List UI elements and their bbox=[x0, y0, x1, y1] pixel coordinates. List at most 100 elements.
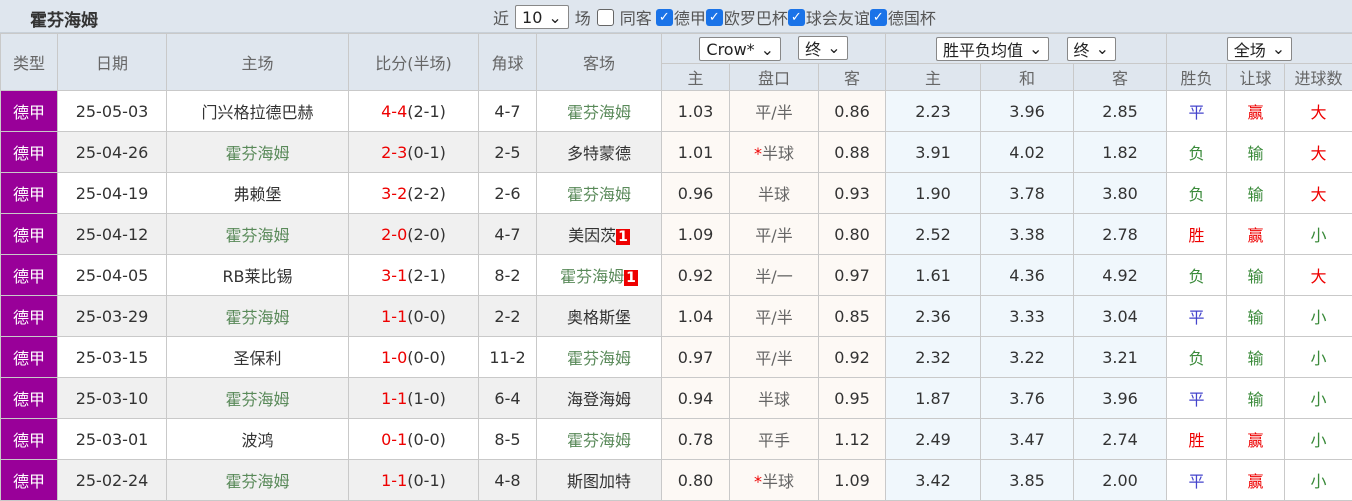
avg-home-cell: 2.36 bbox=[886, 296, 981, 337]
odds-home-cell: 1.01 bbox=[662, 132, 730, 173]
score-cell[interactable]: 3-1(2-1) bbox=[349, 255, 479, 296]
handicap-result-cell: 赢 bbox=[1227, 91, 1285, 132]
competition-checkbox[interactable]: ✓ bbox=[788, 9, 805, 26]
competition-checkbox[interactable]: ✓ bbox=[870, 9, 887, 26]
competition-checkbox[interactable]: ✓ bbox=[706, 9, 723, 26]
odds-away-cell: 0.88 bbox=[819, 132, 886, 173]
table-row[interactable]: 德甲 25-04-26 霍芬海姆 2-3(0-1) 2-5 多特蒙德 1.01 … bbox=[1, 132, 1352, 173]
result-cell: 平 bbox=[1167, 460, 1227, 501]
home-team-cell[interactable]: 弗赖堡 bbox=[167, 173, 349, 214]
header-corner: 角球 bbox=[479, 34, 537, 91]
odds-away-cell: 0.86 bbox=[819, 91, 886, 132]
period-selector: 全场⌄ bbox=[1167, 34, 1352, 64]
score-cell[interactable]: 1-1(0-1) bbox=[349, 460, 479, 501]
handicap-line: 平/半 bbox=[755, 226, 792, 245]
header-score: 比分(半场) bbox=[349, 34, 479, 91]
half-time-score: (2-2) bbox=[407, 184, 446, 203]
avg-stage-select[interactable]: 终⌄ bbox=[1067, 37, 1116, 61]
handicap-line: 平/半 bbox=[755, 349, 792, 368]
score-cell[interactable]: 3-2(2-2) bbox=[349, 173, 479, 214]
table-row[interactable]: 德甲 25-03-10 霍芬海姆 1-1(1-0) 6-4 海登海姆 0.94 … bbox=[1, 378, 1352, 419]
table-row[interactable]: 德甲 25-03-01 波鸿 0-1(0-0) 8-5 霍芬海姆 0.78 平手… bbox=[1, 419, 1352, 460]
home-team-cell[interactable]: RB莱比锡 bbox=[167, 255, 349, 296]
home-team-cell[interactable]: 霍芬海姆 bbox=[167, 460, 349, 501]
league-cell[interactable]: 德甲 bbox=[1, 255, 58, 296]
star-mark: * bbox=[754, 144, 762, 163]
period-select[interactable]: 全场⌄ bbox=[1227, 37, 1292, 61]
handicap-line: 平/半 bbox=[755, 308, 792, 327]
league-cell[interactable]: 德甲 bbox=[1, 337, 58, 378]
handicap-line: 半/一 bbox=[755, 267, 792, 286]
score-cell[interactable]: 1-0(0-0) bbox=[349, 337, 479, 378]
home-team-cell[interactable]: 霍芬海姆 bbox=[167, 378, 349, 419]
table-row[interactable]: 德甲 25-04-19 弗赖堡 3-2(2-2) 2-6 霍芬海姆 0.96 半… bbox=[1, 173, 1352, 214]
score-cell[interactable]: 4-4(2-1) bbox=[349, 91, 479, 132]
away-team-name: 霍芬海姆 bbox=[567, 103, 631, 122]
odds-home-cell: 0.92 bbox=[662, 255, 730, 296]
recent-count-select[interactable]: 10⌄ bbox=[515, 5, 569, 29]
home-team-cell[interactable]: 圣保利 bbox=[167, 337, 349, 378]
table-row[interactable]: 德甲 25-05-03 门兴格拉德巴赫 4-4(2-1) 4-7 霍芬海姆 1.… bbox=[1, 91, 1352, 132]
odds-stage-select[interactable]: 终⌄ bbox=[798, 36, 847, 60]
period-value: 全场 bbox=[1234, 37, 1266, 61]
home-team-cell[interactable]: 霍芬海姆 bbox=[167, 214, 349, 255]
odds-company-select[interactable]: Crow*⌄ bbox=[699, 37, 781, 61]
handicap-result-cell: 输 bbox=[1227, 132, 1285, 173]
handicap-line: 半球 bbox=[758, 185, 790, 204]
same-checkbox[interactable] bbox=[597, 9, 614, 26]
star-mark: * bbox=[754, 472, 762, 491]
score-cell[interactable]: 0-1(0-0) bbox=[349, 419, 479, 460]
competition-checkbox[interactable]: ✓ bbox=[656, 9, 673, 26]
score-cell[interactable]: 2-0(2-0) bbox=[349, 214, 479, 255]
odds-home-cell: 0.97 bbox=[662, 337, 730, 378]
table-row[interactable]: 德甲 25-02-24 霍芬海姆 1-1(0-1) 4-8 斯图加特 0.80 … bbox=[1, 460, 1352, 501]
away-team-cell[interactable]: 霍芬海姆 bbox=[537, 91, 662, 132]
league-cell[interactable]: 德甲 bbox=[1, 460, 58, 501]
competition-label: 球会友谊 bbox=[806, 5, 870, 29]
away-team-cell[interactable]: 斯图加特 bbox=[537, 460, 662, 501]
score-cell[interactable]: 1-1(1-0) bbox=[349, 378, 479, 419]
home-team-cell[interactable]: 霍芬海姆 bbox=[167, 296, 349, 337]
corner-cell: 8-5 bbox=[479, 419, 537, 460]
league-cell[interactable]: 德甲 bbox=[1, 419, 58, 460]
odds-selectors: Crow*⌄ 终⌄ bbox=[662, 34, 886, 64]
handicap-result-cell: 输 bbox=[1227, 173, 1285, 214]
away-team-cell[interactable]: 霍芬海姆 bbox=[537, 337, 662, 378]
score-cell[interactable]: 2-3(0-1) bbox=[349, 132, 479, 173]
league-cell[interactable]: 德甲 bbox=[1, 132, 58, 173]
avg-draw-cell: 3.47 bbox=[981, 419, 1074, 460]
league-cell[interactable]: 德甲 bbox=[1, 91, 58, 132]
league-cell[interactable]: 德甲 bbox=[1, 214, 58, 255]
home-team-cell[interactable]: 门兴格拉德巴赫 bbox=[167, 91, 349, 132]
away-team-cell[interactable]: 霍芬海姆 bbox=[537, 173, 662, 214]
goals-result-cell: 大 bbox=[1285, 173, 1352, 214]
handicap-result-cell: 输 bbox=[1227, 255, 1285, 296]
half-time-score: (0-0) bbox=[407, 307, 446, 326]
home-team-cell[interactable]: 波鸿 bbox=[167, 419, 349, 460]
away-team-name: 霍芬海姆 bbox=[567, 185, 631, 204]
avg-draw-cell: 3.22 bbox=[981, 337, 1074, 378]
table-row[interactable]: 德甲 25-03-15 圣保利 1-0(0-0) 11-2 霍芬海姆 0.97 … bbox=[1, 337, 1352, 378]
score-cell[interactable]: 1-1(0-0) bbox=[349, 296, 479, 337]
league-cell[interactable]: 德甲 bbox=[1, 378, 58, 419]
corner-cell: 6-4 bbox=[479, 378, 537, 419]
table-row[interactable]: 德甲 25-03-29 霍芬海姆 1-1(0-0) 2-2 奥格斯堡 1.04 … bbox=[1, 296, 1352, 337]
recent-suffix: 场 bbox=[575, 5, 591, 29]
handicap-result-cell: 输 bbox=[1227, 337, 1285, 378]
date-cell: 25-04-19 bbox=[58, 173, 167, 214]
league-cell[interactable]: 德甲 bbox=[1, 296, 58, 337]
away-team-name: 美因茨 bbox=[568, 226, 616, 245]
home-team-cell[interactable]: 霍芬海姆 bbox=[167, 132, 349, 173]
away-team-cell[interactable]: 多特蒙德 bbox=[537, 132, 662, 173]
odds-home-cell: 1.04 bbox=[662, 296, 730, 337]
away-team-cell[interactable]: 海登海姆 bbox=[537, 378, 662, 419]
away-team-cell[interactable]: 奥格斯堡 bbox=[537, 296, 662, 337]
league-cell[interactable]: 德甲 bbox=[1, 173, 58, 214]
full-time-score: 0-1 bbox=[381, 430, 407, 449]
avg-type-select[interactable]: 胜平负均值⌄ bbox=[936, 37, 1049, 61]
away-team-cell[interactable]: 霍芬海姆 bbox=[537, 419, 662, 460]
